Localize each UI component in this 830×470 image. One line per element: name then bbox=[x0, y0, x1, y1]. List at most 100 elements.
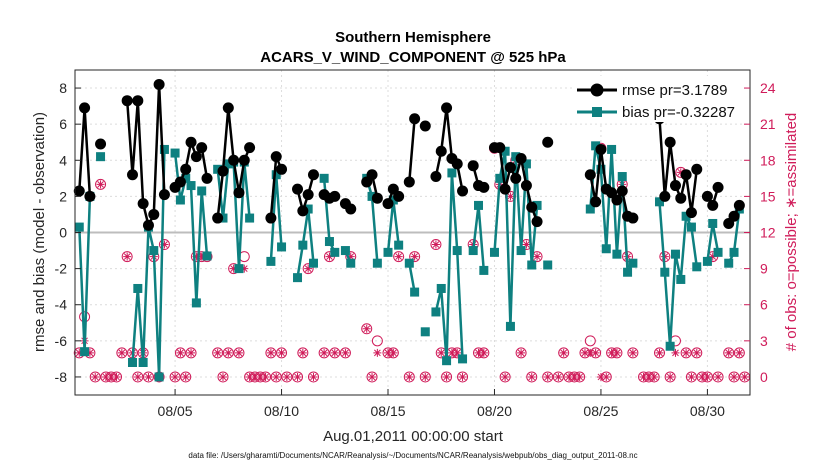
bias-point bbox=[186, 181, 196, 191]
rmse-point bbox=[494, 142, 506, 154]
obs-possible-point bbox=[212, 347, 224, 359]
bias-point bbox=[655, 197, 665, 207]
bias-point bbox=[479, 265, 489, 275]
obs-possible-point bbox=[371, 335, 383, 347]
obs-assimilated-point bbox=[176, 348, 185, 357]
rmse-point bbox=[419, 120, 431, 132]
obs-assimilated-point bbox=[708, 252, 717, 261]
obs-possible-point bbox=[499, 371, 511, 383]
obs-assimilated-point bbox=[501, 372, 510, 381]
bias-point bbox=[729, 247, 739, 257]
bias-point bbox=[181, 173, 191, 183]
obs-possible-point bbox=[685, 371, 697, 383]
bias-point bbox=[223, 159, 233, 169]
rmse-point bbox=[132, 95, 144, 107]
obs-assimilated-point bbox=[368, 372, 377, 381]
obs-assimilated-point bbox=[341, 348, 350, 357]
obs-possible-point bbox=[339, 347, 351, 359]
bias-point bbox=[474, 200, 484, 210]
x-tick-label: 08/15 bbox=[370, 403, 405, 419]
obs-possible-point bbox=[222, 347, 234, 359]
obs-assimilated-point bbox=[218, 372, 227, 381]
obs-assimilated-point bbox=[320, 348, 329, 357]
bias-point bbox=[527, 260, 537, 270]
obs-assimilated-point bbox=[591, 348, 600, 357]
bias-point bbox=[612, 249, 622, 259]
bias-point bbox=[585, 204, 595, 214]
y-right-tick-label: 24 bbox=[760, 80, 776, 96]
bias-point bbox=[319, 173, 329, 183]
bias-point bbox=[601, 244, 611, 254]
obs-assimilated-point bbox=[447, 348, 456, 357]
obs-possible-point bbox=[233, 347, 245, 359]
bias-point bbox=[686, 222, 696, 232]
obs-possible-point bbox=[691, 347, 703, 359]
bias-point bbox=[607, 144, 617, 154]
rmse-point bbox=[707, 199, 719, 211]
bias-point bbox=[468, 246, 478, 256]
obs-assimilated-point bbox=[730, 372, 739, 381]
obs-possible-point bbox=[180, 371, 192, 383]
obs-assimilated-point bbox=[330, 348, 339, 357]
bias-point bbox=[277, 242, 287, 252]
rmse-point bbox=[680, 169, 692, 181]
rmse-point bbox=[73, 185, 85, 197]
obs-assimilated-point bbox=[559, 348, 568, 357]
rmse-point bbox=[222, 102, 234, 114]
obs-assimilated-point bbox=[107, 372, 116, 381]
bias-point bbox=[202, 251, 212, 261]
rmse-point bbox=[510, 172, 522, 184]
footnote: data file: /Users/gharamti/Documents/NCA… bbox=[188, 451, 637, 460]
y-right-tick-label: 6 bbox=[760, 297, 768, 313]
obs-possible-point bbox=[409, 251, 421, 263]
obs-possible-point bbox=[627, 347, 639, 359]
y-tick-label: -4 bbox=[55, 297, 68, 313]
bias-point bbox=[665, 341, 675, 351]
bias-point bbox=[372, 258, 382, 268]
rmse-point bbox=[520, 180, 532, 192]
obs-assimilated-point bbox=[293, 372, 302, 381]
rmse-point bbox=[79, 102, 91, 114]
bias-point bbox=[591, 141, 601, 151]
obs-assimilated-point bbox=[362, 324, 371, 333]
rmse-point bbox=[409, 113, 421, 125]
rmse-point bbox=[728, 210, 740, 222]
obs-assimilated-point bbox=[506, 192, 515, 201]
obs-assimilated-point bbox=[692, 348, 701, 357]
obs-assimilated-point bbox=[197, 252, 206, 261]
obs-assimilated-point bbox=[650, 372, 659, 381]
rmse-point bbox=[435, 145, 447, 157]
obs-possible-point bbox=[419, 371, 431, 383]
rmse-point bbox=[451, 158, 463, 170]
y-right-tick-label: 12 bbox=[760, 225, 776, 241]
rmse-point bbox=[228, 154, 240, 166]
rmse-point bbox=[244, 142, 256, 154]
obs-possible-point bbox=[116, 347, 128, 359]
bias-point bbox=[213, 164, 223, 174]
obs-assimilated-point bbox=[325, 252, 334, 261]
bias-point bbox=[175, 195, 185, 205]
obs-possible-point bbox=[403, 371, 415, 383]
rmse-point bbox=[142, 219, 154, 231]
obs-assimilated-point bbox=[682, 348, 691, 357]
rmse-point bbox=[675, 192, 687, 204]
bias-point bbox=[159, 144, 169, 154]
y-tick-label: 8 bbox=[59, 80, 67, 96]
bias-point bbox=[191, 298, 201, 308]
bias-point bbox=[149, 246, 159, 256]
obs-possible-point bbox=[515, 347, 527, 359]
rmse-point bbox=[307, 169, 319, 181]
obs-assimilated-point bbox=[453, 348, 462, 357]
obs-assimilated-point bbox=[714, 372, 723, 381]
rmse-point bbox=[659, 190, 671, 202]
obs-assimilated-point bbox=[458, 372, 467, 381]
obs-possible-point bbox=[169, 371, 181, 383]
obs-assimilated-point bbox=[527, 372, 536, 381]
bias-point bbox=[442, 356, 452, 366]
rmse-point bbox=[393, 190, 405, 202]
x-tick-label: 08/05 bbox=[158, 403, 193, 419]
obs-possible-point bbox=[728, 371, 740, 383]
rmse-point bbox=[180, 163, 192, 175]
bias-point bbox=[420, 327, 430, 337]
obs-assimilated-point bbox=[628, 348, 637, 357]
